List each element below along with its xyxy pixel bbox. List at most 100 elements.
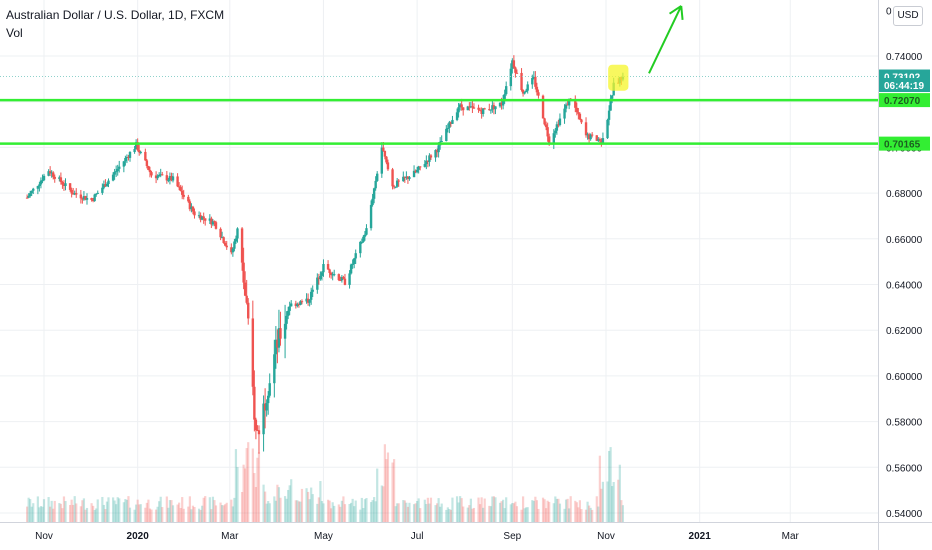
annotations[interactable] bbox=[608, 5, 684, 91]
y-tick-label: 0.68000 bbox=[886, 189, 923, 200]
volume-bar bbox=[118, 498, 121, 522]
candle-body bbox=[223, 242, 227, 246]
candle-body bbox=[326, 264, 330, 270]
volume-bar bbox=[500, 501, 503, 522]
candle-body bbox=[59, 177, 63, 183]
volume-bar bbox=[448, 509, 451, 522]
volume-bar bbox=[30, 506, 33, 522]
candle-body bbox=[211, 221, 215, 225]
horizontal-lines[interactable] bbox=[0, 76, 878, 145]
volume-bar bbox=[264, 491, 267, 522]
volume-bar bbox=[277, 487, 281, 522]
volume-bar bbox=[297, 501, 300, 522]
candle-body bbox=[191, 206, 195, 212]
volume-bar bbox=[414, 503, 417, 522]
volume-bar bbox=[320, 501, 324, 522]
volume-bar bbox=[406, 506, 410, 522]
candle-body bbox=[414, 170, 417, 173]
y-tick-label: 0.60000 bbox=[886, 372, 923, 383]
candle-body bbox=[268, 383, 271, 396]
volume-bar bbox=[90, 503, 93, 522]
candle-body bbox=[601, 138, 605, 143]
volume-bar bbox=[412, 504, 416, 522]
candle-body bbox=[340, 277, 344, 281]
candle-body bbox=[408, 177, 411, 179]
candle-body bbox=[544, 124, 548, 128]
candle-body bbox=[70, 189, 73, 194]
volume-bar bbox=[595, 496, 598, 522]
volume-bar bbox=[535, 500, 539, 522]
volume-bar bbox=[512, 503, 515, 522]
volume-bar bbox=[578, 500, 581, 522]
volume-bar bbox=[419, 508, 422, 522]
candle-body bbox=[36, 186, 40, 189]
candle-body bbox=[563, 108, 566, 119]
candle-body bbox=[208, 218, 212, 221]
volume-bar bbox=[182, 508, 185, 522]
volume-bar bbox=[39, 506, 43, 522]
price-label-resistance: 0.72070 bbox=[884, 96, 921, 107]
volume-bar bbox=[50, 500, 53, 522]
candle-body bbox=[460, 104, 463, 108]
candle-body bbox=[376, 173, 379, 181]
volume-bar bbox=[552, 503, 555, 522]
volume-bar bbox=[92, 505, 95, 522]
candle-body bbox=[546, 127, 549, 137]
volume-bar bbox=[191, 505, 195, 522]
candle-body bbox=[180, 190, 184, 195]
trend-arrow-head bbox=[669, 5, 682, 15]
volume-bar bbox=[193, 506, 196, 522]
volume-bar bbox=[498, 502, 502, 522]
y-tick-label: 0.74000 bbox=[886, 52, 923, 63]
volume-bar bbox=[350, 502, 353, 522]
candle-body bbox=[47, 171, 50, 176]
volume-bar bbox=[167, 507, 170, 522]
volume-bar bbox=[468, 505, 471, 522]
candle-body bbox=[39, 180, 43, 185]
candle-body bbox=[504, 86, 508, 95]
candle-body bbox=[200, 216, 204, 220]
volume-bar bbox=[105, 501, 109, 522]
volume-bar bbox=[305, 488, 308, 522]
candle-body bbox=[567, 98, 571, 106]
volume-bar bbox=[181, 497, 184, 522]
symbol-title: Australian Dollar / U.S. Dollar, 1D, FXC… bbox=[6, 8, 225, 22]
candle-body bbox=[38, 184, 41, 187]
volume-bar bbox=[376, 468, 379, 522]
volume-bar bbox=[279, 497, 282, 522]
volume-bar bbox=[586, 501, 589, 522]
currency-button[interactable]: USD bbox=[893, 6, 923, 26]
volume-bar bbox=[417, 498, 420, 522]
candle-body bbox=[245, 295, 248, 303]
volume-bar bbox=[374, 501, 377, 522]
candle-body bbox=[125, 156, 129, 159]
volume-bar bbox=[64, 501, 67, 522]
x-tick-label: Nov bbox=[597, 531, 615, 542]
volume-bar bbox=[197, 508, 201, 522]
volume-bar bbox=[283, 496, 287, 522]
y-tick-label: 0.62000 bbox=[886, 326, 923, 337]
candle-body bbox=[114, 171, 118, 173]
volume-bar bbox=[541, 497, 545, 522]
candle-body bbox=[257, 430, 261, 435]
candle-body bbox=[380, 147, 384, 174]
volume-bar bbox=[236, 467, 239, 522]
volume-bar bbox=[348, 503, 351, 522]
candle-body bbox=[543, 118, 546, 125]
volume-bar bbox=[299, 501, 302, 522]
volume-bar bbox=[159, 496, 162, 522]
candle-body bbox=[193, 211, 196, 216]
candle-body bbox=[222, 237, 225, 243]
candle-body bbox=[104, 184, 107, 187]
candle-body bbox=[584, 122, 588, 136]
candle-body bbox=[214, 222, 218, 229]
candle-body bbox=[429, 155, 433, 158]
candle-body bbox=[575, 107, 579, 113]
volume-bar bbox=[274, 500, 277, 522]
candle-body bbox=[319, 275, 322, 280]
candle-body bbox=[477, 107, 480, 110]
volume-bar bbox=[214, 505, 218, 522]
volume-bar bbox=[262, 484, 265, 522]
